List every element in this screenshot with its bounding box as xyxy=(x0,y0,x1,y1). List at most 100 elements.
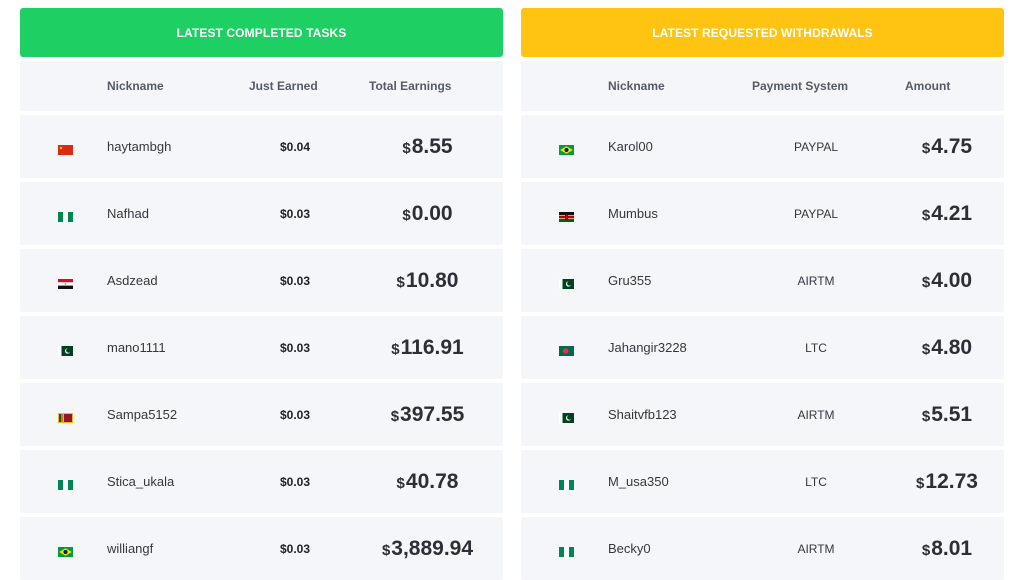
currency-symbol: $ xyxy=(916,475,925,492)
pakistan-flag-icon xyxy=(559,410,574,423)
nigeria-flag-icon xyxy=(58,209,73,222)
withdrawal-row: Gru355 AIRTM $4.00 xyxy=(521,249,1004,312)
column-nickname: Nickname xyxy=(107,79,164,93)
withdrawal-amount: $8.01 xyxy=(891,517,1003,580)
china-flag-icon xyxy=(58,142,73,155)
total-earnings-value: 397.55 xyxy=(400,402,465,426)
column-payment-system: Payment System xyxy=(752,79,849,93)
total-earnings-value: 10.80 xyxy=(405,268,459,292)
just-earned: $0.04 xyxy=(279,139,311,154)
total-earnings: $397.55 xyxy=(360,383,495,446)
nickname: Becky0 xyxy=(608,541,651,556)
nigeria-flag-icon xyxy=(559,544,574,557)
egypt-flag-icon xyxy=(58,276,73,289)
currency-symbol: $ xyxy=(921,140,931,157)
currency-symbol: $ xyxy=(381,542,391,559)
completed-tasks-header: LATEST COMPLETED TASKS xyxy=(20,8,503,57)
currency-symbol: $ xyxy=(921,408,931,425)
nickname: Gru355 xyxy=(608,273,652,288)
amount-value: 8.01 xyxy=(931,536,973,560)
currency-symbol: $ xyxy=(921,207,931,224)
total-earnings-value: 0.00 xyxy=(411,201,453,225)
withdrawal-row: Shaitvfb123 AIRTM $5.51 xyxy=(521,383,1004,446)
currency-symbol: $ xyxy=(396,475,405,492)
bangladesh-flag-icon xyxy=(559,343,574,356)
completed-task-row: Sampa5152 $0.03 $397.55 xyxy=(20,383,503,446)
currency-symbol: $ xyxy=(921,542,931,559)
withdrawal-row: Karol00 PAYPAL $4.75 xyxy=(521,115,1004,178)
withdrawals-column-headers: Nickname Payment System Amount xyxy=(521,61,1004,111)
currency-symbol: $ xyxy=(396,274,405,291)
nickname: Asdzead xyxy=(107,273,158,288)
completed-task-row: Asdzead $0.03 $10.80 xyxy=(20,249,503,312)
payment-system: AIRTM xyxy=(797,541,835,556)
completed-tasks-panel: LATEST COMPLETED TASKS Nickname Just Ear… xyxy=(20,8,503,580)
just-earned: $0.03 xyxy=(279,206,311,221)
nickname: Nafhad xyxy=(107,206,149,221)
nickname: Stica_ukala xyxy=(107,474,175,489)
amount-value: 12.73 xyxy=(925,469,978,493)
completed-task-row: williangf $0.03 $3,889.94 xyxy=(20,517,503,580)
completed-task-row: mano1111 $0.03 $116.91 xyxy=(20,316,503,379)
brazil-flag-icon xyxy=(58,544,73,557)
total-earnings-value: 40.78 xyxy=(405,469,459,493)
nickname: williangf xyxy=(107,541,154,556)
total-earnings: $3,889.94 xyxy=(360,517,495,580)
nickname: M_usa350 xyxy=(608,474,669,489)
currency-symbol: $ xyxy=(390,408,400,425)
nickname: Mumbus xyxy=(608,206,658,221)
withdrawals-panel: LATEST REQUESTED WITHDRAWALS Nickname Pa… xyxy=(521,8,1004,580)
column-nickname: Nickname xyxy=(608,79,665,93)
currency-symbol: $ xyxy=(402,207,411,224)
sri-lanka-flag-icon xyxy=(58,410,73,423)
total-earnings: $116.91 xyxy=(360,316,495,379)
currency-symbol: $ xyxy=(391,341,400,358)
payment-system: LTC xyxy=(805,340,827,355)
column-just-earned: Just Earned xyxy=(249,79,318,93)
payment-system: AIRTM xyxy=(797,407,835,422)
completed-task-row: Nafhad $0.03 $0.00 xyxy=(20,182,503,245)
amount-value: 4.75 xyxy=(931,134,973,158)
withdrawal-amount: $4.80 xyxy=(891,316,1003,379)
kenya-flag-icon xyxy=(559,209,574,222)
completed-task-row: haytambgh $0.04 $8.55 xyxy=(20,115,503,178)
withdrawal-row: M_usa350 LTC $12.73 xyxy=(521,450,1004,513)
payment-system: PAYPAL xyxy=(793,139,839,154)
nickname: haytambgh xyxy=(107,139,172,154)
withdrawal-amount: $4.00 xyxy=(891,249,1003,312)
currency-symbol: $ xyxy=(402,140,411,157)
withdrawal-amount: $5.51 xyxy=(891,383,1003,446)
just-earned: $0.03 xyxy=(279,407,311,422)
payment-system: LTC xyxy=(805,474,827,489)
pakistan-flag-icon xyxy=(58,343,73,356)
nigeria-flag-icon xyxy=(58,477,73,490)
withdrawal-amount: $12.73 xyxy=(891,450,1003,513)
nickname: Sampa5152 xyxy=(107,407,178,422)
total-earnings-value: 8.55 xyxy=(411,134,453,158)
withdrawal-amount: $4.21 xyxy=(891,182,1003,245)
payment-system: PAYPAL xyxy=(793,206,839,221)
total-earnings: $40.78 xyxy=(360,450,495,513)
amount-value: 4.80 xyxy=(931,335,973,359)
just-earned: $0.03 xyxy=(279,340,311,355)
currency-symbol: $ xyxy=(921,341,931,358)
completed-tasks-column-headers: Nickname Just Earned Total Earnings xyxy=(20,61,503,111)
total-earnings: $0.00 xyxy=(360,182,495,245)
amount-value: 4.21 xyxy=(931,201,973,225)
currency-symbol: $ xyxy=(921,274,931,291)
total-earnings: $8.55 xyxy=(360,115,495,178)
nickname: Shaitvfb123 xyxy=(608,407,677,422)
withdrawals-header: LATEST REQUESTED WITHDRAWALS xyxy=(521,8,1004,57)
total-earnings-value: 116.91 xyxy=(400,335,464,359)
brazil-flag-icon xyxy=(559,142,574,155)
withdrawal-row: Jahangir3228 LTC $4.80 xyxy=(521,316,1004,379)
column-total-earnings: Total Earnings xyxy=(369,79,452,93)
amount-value: 4.00 xyxy=(931,268,973,292)
total-earnings-value: 3,889.94 xyxy=(391,536,474,560)
nigeria-flag-icon xyxy=(559,477,574,490)
nickname: Karol00 xyxy=(608,139,653,154)
just-earned: $0.03 xyxy=(279,541,311,556)
completed-task-row: Stica_ukala $0.03 $40.78 xyxy=(20,450,503,513)
just-earned: $0.03 xyxy=(279,474,311,489)
nickname: Jahangir3228 xyxy=(608,340,687,355)
